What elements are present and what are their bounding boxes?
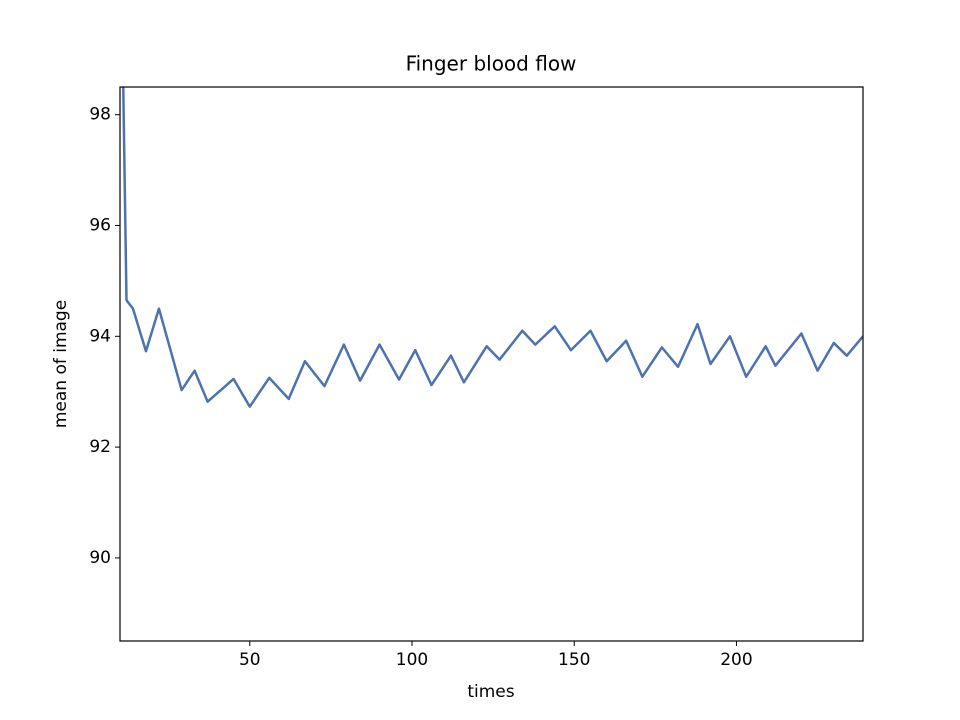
- y-tick-label: 92: [89, 437, 111, 457]
- x-tick-label: 150: [558, 650, 590, 670]
- data-line: [122, 87, 863, 408]
- y-tick-label: 90: [89, 548, 111, 568]
- plot-area: [122, 87, 863, 408]
- x-tick-label: 50: [239, 650, 261, 670]
- x-axis-label: times: [467, 682, 514, 702]
- y-tick-label: 94: [89, 326, 111, 346]
- x-tick-label: 200: [720, 650, 752, 670]
- y-tick-label: 96: [89, 216, 111, 236]
- y-axis-label: mean of image: [51, 300, 71, 428]
- y-tick-label: 98: [89, 105, 111, 125]
- x-tick-label: 100: [396, 650, 428, 670]
- axes-frame: [119, 86, 864, 642]
- chart-title: Finger blood flow: [406, 52, 577, 76]
